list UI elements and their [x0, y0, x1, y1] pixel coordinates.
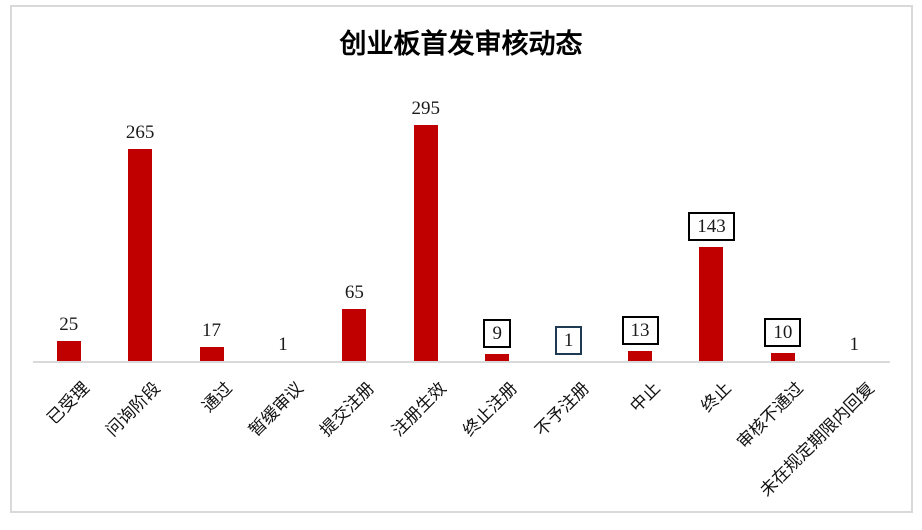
category-label: 通过	[198, 378, 236, 417]
category-label: 不予注册	[531, 378, 593, 441]
value-label: 1	[524, 326, 614, 355]
category-label: 暂缓审议	[245, 378, 307, 441]
value-label: 9	[452, 319, 542, 348]
value-label-box: 143	[688, 212, 735, 241]
value-label-box: 9	[483, 319, 511, 348]
bar	[770, 353, 795, 361]
chart-title: 创业板首发审核动态	[339, 29, 583, 59]
x-axis-line	[33, 361, 890, 363]
value-label: 13	[595, 316, 685, 345]
value-label: 295	[411, 98, 441, 119]
category-label: 终止	[697, 378, 736, 417]
value-label-box: 10	[764, 318, 802, 347]
category-label: 中止	[626, 378, 665, 417]
bar	[199, 347, 224, 361]
value-label: 17	[202, 320, 222, 341]
value-label: 10	[738, 318, 828, 347]
bar	[699, 247, 724, 361]
bar	[342, 309, 367, 361]
category-label: 已受理	[43, 378, 93, 429]
value-label-box: 1	[554, 326, 583, 355]
value-label: 265	[125, 122, 155, 143]
value-label-box: 13	[621, 316, 659, 345]
bar	[413, 125, 438, 361]
value-label: 143	[666, 212, 756, 241]
category-label: 注册生效	[388, 378, 450, 441]
value-label: 1	[849, 334, 860, 355]
value-label: 25	[59, 314, 79, 335]
bar	[485, 354, 510, 361]
value-label: 1	[278, 334, 288, 355]
bar	[628, 351, 653, 361]
value-label: 65	[344, 282, 364, 303]
category-label: 提交注册	[316, 378, 379, 441]
category-label: 终止注册	[459, 378, 522, 441]
chart-frame	[10, 5, 913, 513]
category-label: 问询阶段	[102, 378, 165, 441]
bar	[128, 149, 153, 361]
bar	[56, 341, 81, 361]
